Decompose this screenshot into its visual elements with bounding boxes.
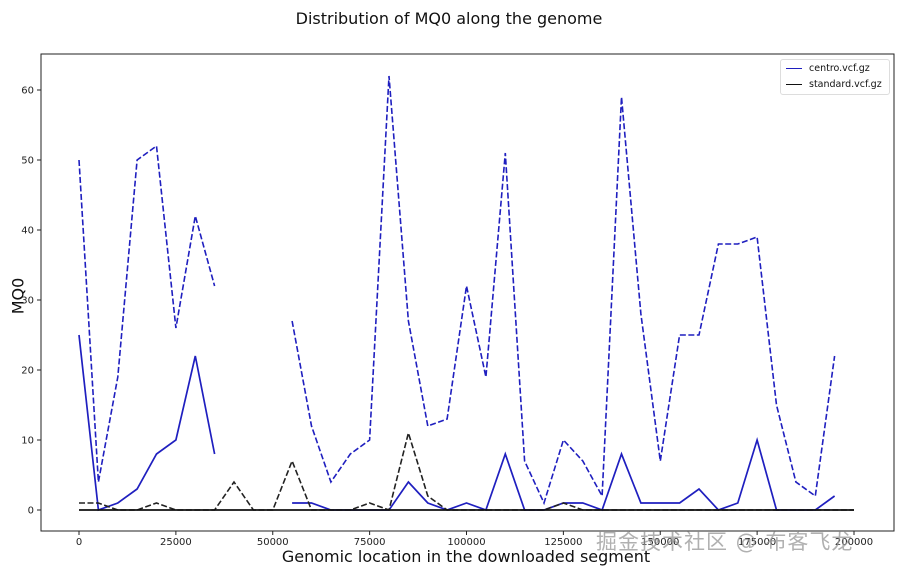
- legend-item-standard: standard.vcf.gz: [786, 77, 889, 92]
- x-axis-ticks: 0 25000 50000 75000 100000 125000 150000 175000…: [76, 531, 873, 548]
- x-tick-label: 200000: [835, 537, 873, 548]
- legend-label-standard: standard.vcf.gz: [809, 79, 882, 90]
- y-axis-label: MQ0: [8, 277, 28, 315]
- axes-frame: [40, 53, 895, 532]
- y-axis-ticks: 0 10 20 30 40 50 60: [21, 86, 41, 517]
- x-tick-label: 50000: [257, 537, 289, 548]
- legend-swatch-standard: [786, 84, 802, 85]
- x-tick-label: 0: [76, 537, 82, 548]
- legend-label-centro: centro.vcf.gz: [809, 63, 870, 74]
- y-tick-label: 0: [28, 506, 34, 517]
- y-tick-label: 40: [21, 226, 34, 237]
- legend-item-centro: centro.vcf.gz: [786, 61, 889, 76]
- x-tick-label: 100000: [447, 537, 485, 548]
- x-tick-label: 25000: [160, 537, 192, 548]
- legend: centro.vcf.gz standard.vcf.gz: [780, 59, 890, 95]
- series-line-1: [78, 334, 216, 512]
- series-line-0: [291, 75, 836, 506]
- x-tick-label: 75000: [354, 537, 386, 548]
- x-tick-label: 125000: [544, 537, 582, 548]
- x-tick-label: 175000: [738, 537, 776, 548]
- y-tick-label: 20: [21, 366, 34, 377]
- x-axis-label: Genomic location in the downloaded segme…: [281, 547, 651, 566]
- legend-swatch-centro: [786, 68, 802, 69]
- y-tick-label: 10: [21, 436, 34, 447]
- x-tick-label: 150000: [641, 537, 679, 548]
- watermark: 掘金技术社区 @ 布客飞龙: [596, 530, 854, 554]
- chart-title: Distribution of MQ0 along the genome: [295, 9, 603, 28]
- y-tick-label: 30: [21, 296, 34, 307]
- series-layer: [78, 75, 854, 512]
- y-tick-label: 50: [21, 156, 34, 167]
- series-line-0: [78, 144, 216, 483]
- y-tick-label: 60: [21, 86, 34, 97]
